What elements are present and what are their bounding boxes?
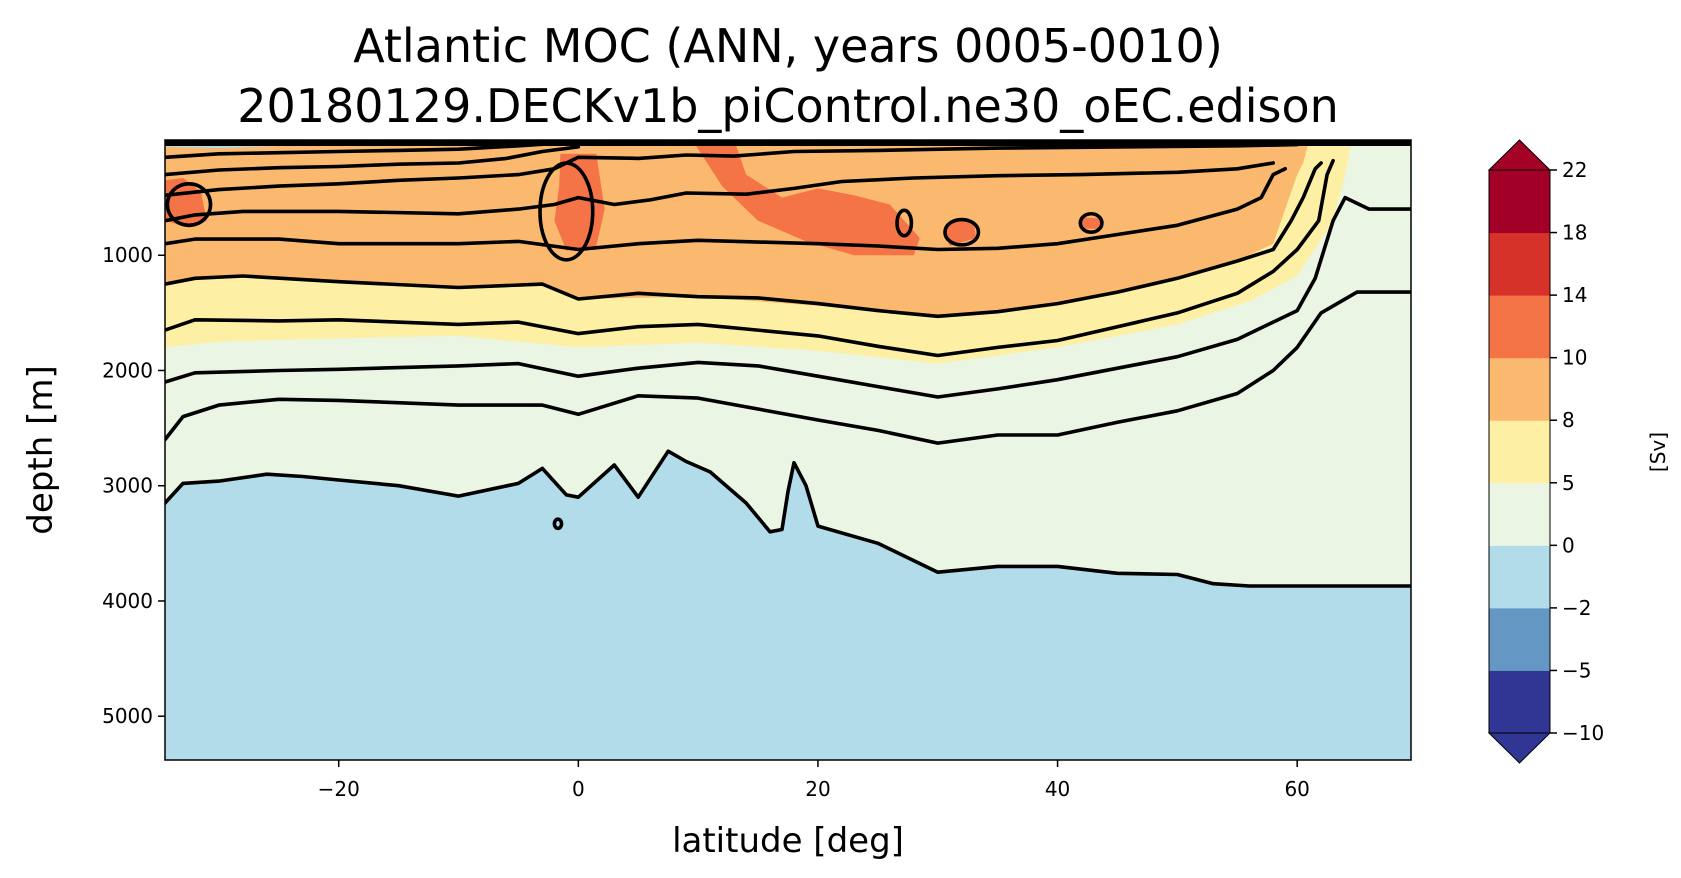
surface-contour-band xyxy=(165,140,1411,146)
y-tick-label: 3000 xyxy=(102,474,153,498)
colorbar-segment xyxy=(1489,357,1550,421)
contour-line-12 xyxy=(165,161,1275,223)
contour-line-16 xyxy=(165,145,581,177)
x-tick-label: 0 xyxy=(572,777,585,801)
x-axis-ticks: −20 0 20 40 60 xyxy=(318,760,1310,801)
colorbar-segment xyxy=(1489,170,1550,234)
region-cell-8-10 xyxy=(165,140,1310,317)
x-tick-label: 40 xyxy=(1045,777,1070,801)
colorbar-tick-label: −2 xyxy=(1562,596,1591,620)
colorbar-tick-label: −5 xyxy=(1562,658,1591,682)
contour-line-2 xyxy=(165,290,1411,445)
contour-line-8 xyxy=(165,161,1323,319)
region-upper-limb-patch-4 xyxy=(943,220,977,246)
y-tick-label: 4000 xyxy=(102,589,153,613)
colorbar-tick-label: 5 xyxy=(1562,471,1575,495)
colorbar-tick-label: 14 xyxy=(1562,283,1587,307)
closed-contour-1 xyxy=(165,181,213,228)
colorbar-segment xyxy=(1489,545,1550,609)
colorbar-frame xyxy=(1488,169,1551,734)
y-tick-label: 1000 xyxy=(102,243,153,267)
contour-line-10 xyxy=(165,167,1287,252)
contour-line-14 xyxy=(165,142,1299,198)
colorbar-tick-label: 22 xyxy=(1562,158,1587,182)
y-tick-label: 5000 xyxy=(102,704,153,728)
x-tick-label: 60 xyxy=(1284,777,1309,801)
contour-line-0 xyxy=(165,449,1411,588)
contour-line-4 xyxy=(165,195,1411,399)
closed-contour-3 xyxy=(895,208,914,238)
x-axis-label: latitude [deg] xyxy=(672,821,904,861)
x-tick-label: −20 xyxy=(318,777,360,801)
colorbar-tick-label: 10 xyxy=(1562,346,1587,370)
x-tick-label: 20 xyxy=(805,777,830,801)
closed-contour-4 xyxy=(943,217,981,247)
colorbar: −10 −5 −2 0 5 8 10 14 18 22 xyxy=(1487,139,1604,764)
colorbar-tick-label: 18 xyxy=(1562,221,1587,245)
closed-contour-6 xyxy=(552,517,564,531)
colorbar-tick-label: 8 xyxy=(1562,408,1575,432)
colorbar-tick-label: −10 xyxy=(1562,721,1604,745)
plot-frame xyxy=(164,139,1412,761)
closed-contour-5 xyxy=(1078,211,1104,234)
colorbar-segment xyxy=(1489,420,1550,484)
chart-subtitle: 20180129.DECKv1b_piControl.ne30_oEC.edis… xyxy=(237,79,1339,133)
contour-fill-layer xyxy=(165,140,1411,760)
colorbar-segment xyxy=(1489,607,1550,671)
contour-line-6 xyxy=(165,158,1335,358)
colorbar-segment xyxy=(1489,295,1550,359)
colorbar-extend-bottom xyxy=(1487,732,1552,764)
colorbar-segment xyxy=(1489,482,1550,546)
chart-title: Atlantic MOC (ANN, years 0005-0010) xyxy=(353,19,1223,73)
region-upper-limb-patch-5 xyxy=(1081,217,1101,229)
colorbar-segment xyxy=(1489,670,1550,734)
region-upper-limb-patch-3 xyxy=(692,140,920,256)
colorbar-label: [Sv] xyxy=(1646,432,1670,472)
y-tick-label: 2000 xyxy=(102,358,153,382)
y-axis-ticks: 1000 2000 3000 4000 5000 xyxy=(102,243,165,728)
contour-line-18 xyxy=(165,141,557,160)
colorbar-extend-top xyxy=(1487,139,1552,171)
colorbar-tick-label: 0 xyxy=(1562,533,1575,557)
colorbar-segment xyxy=(1489,232,1550,296)
contour-line-layer xyxy=(165,140,1411,588)
closed-contour-2 xyxy=(538,161,595,262)
y-axis-label: depth [m] xyxy=(21,365,61,534)
